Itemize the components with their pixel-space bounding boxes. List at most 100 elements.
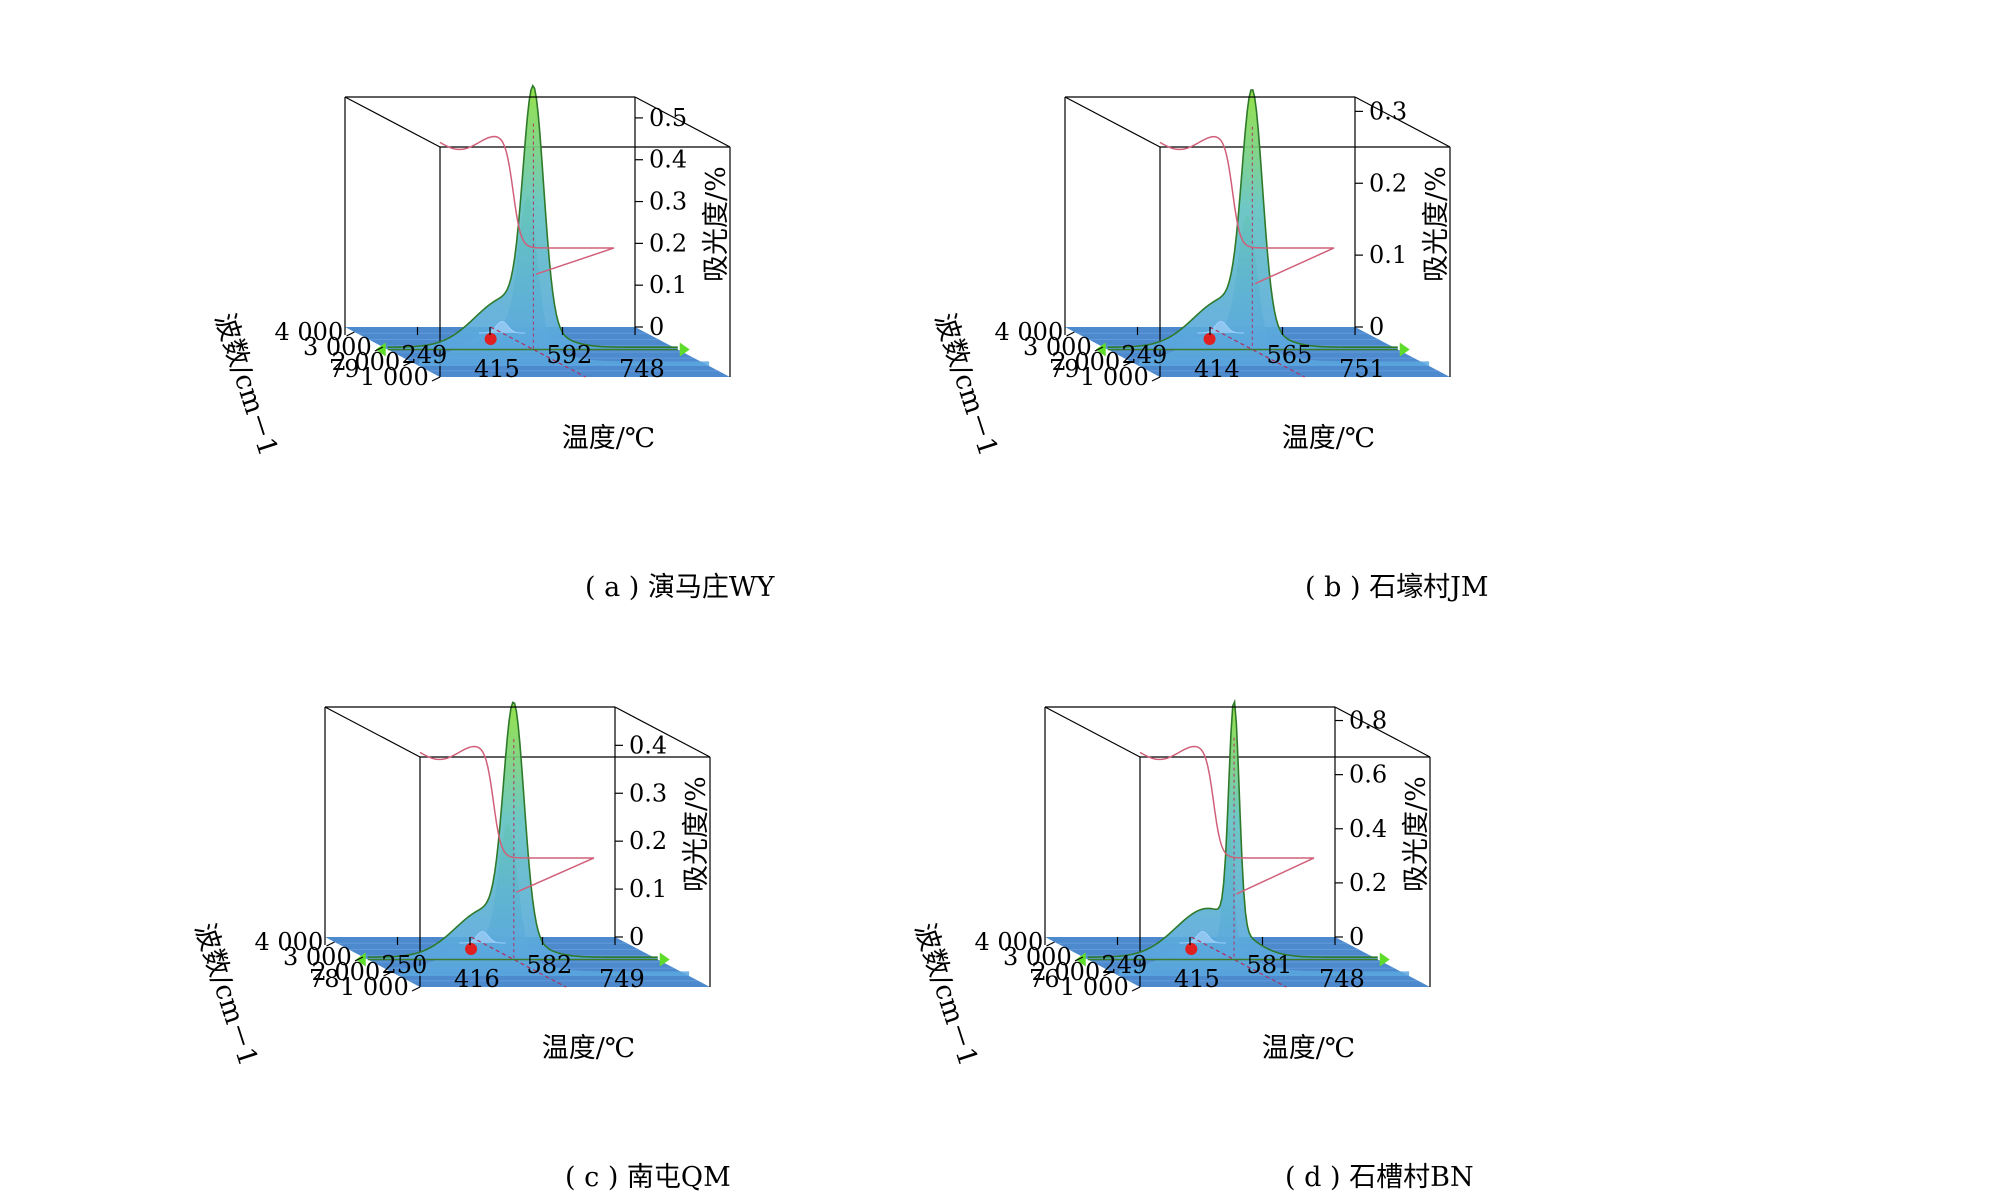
chart-a-y-tick-label: 3 000 [303, 333, 372, 361]
chart-a-tg-curve [439, 135, 615, 275]
chart-a-marker-right [679, 342, 690, 357]
chart-b-x-tick-label: 414 [1194, 355, 1240, 383]
chart-c-cursor-line [470, 936, 567, 988]
chart-c-y-tick-label: 4 000 [255, 928, 324, 956]
chart-d-y-tick [1046, 941, 1055, 947]
chart-c-marker-left [355, 952, 366, 967]
chart-b-marker-left [1095, 342, 1106, 357]
chart-b-y-tick-label: 4 000 [995, 318, 1064, 346]
chart-c-x-tick-label: 250 [382, 951, 428, 979]
chart-a-x-tick-label: 415 [474, 355, 520, 383]
chart-c-y-tick-label: 2 000 [312, 958, 381, 986]
chart-d-marker-left [1075, 952, 1086, 967]
chart-b-z-tick-label: 0 [1369, 313, 1384, 341]
chart-c-marker-temp [465, 943, 478, 955]
chart-d-x-tick-label: 76 [1029, 965, 1060, 993]
chart-a-x-title: 温度/℃ [562, 423, 655, 454]
chart-d-z-tick-label: 0.2 [1349, 869, 1387, 897]
chart-c-x-tick-label: 582 [527, 951, 573, 979]
chart-d-z-tick-label: 0.6 [1349, 761, 1387, 789]
chart-b-x-tick-label: 249 [1122, 341, 1168, 369]
chart-c-z-tick-label: 0.1 [629, 875, 667, 903]
chart-b-z-tick-label: 0.1 [1369, 241, 1407, 269]
chart-d-main-peak-outline [1087, 698, 1378, 958]
chart-a-z-title: 吸光度/% [701, 166, 732, 282]
chart-a-y-tick-label: 2 000 [332, 348, 401, 376]
chart-b-y-tick [1066, 331, 1075, 337]
chart-a-z-tick-label: 0.1 [649, 271, 687, 299]
chart-b-tg-curve [1159, 135, 1335, 285]
chart-c-y-tick [383, 971, 392, 977]
chart-a-x-tick-label: 592 [547, 341, 593, 369]
chart-a-y-tick [431, 376, 441, 382]
chart-a-z-tick-label: 0.3 [649, 188, 687, 216]
chart-c-z-tick-label: 0.4 [629, 731, 667, 759]
chart-a-main-peak [387, 85, 678, 350]
chart-b-x-tick-label: 79 [1049, 355, 1080, 383]
chart-a-z-tick-label: 0.4 [649, 146, 687, 174]
chart-c-z-title: 吸光度/% [681, 776, 712, 892]
chart-panel-d: 0 0.2 0.4 0.6 0.8 吸光度/% 76 249 415 581 748 温度/℃ 1 00… [908, 635, 1680, 1193]
chart-b-main-peak [1107, 89, 1398, 350]
chart-d-marker-temp [1185, 943, 1198, 955]
chart-d-x-tick-label: 748 [1319, 965, 1365, 993]
chart-b-frame-edge [1064, 96, 1161, 148]
chart-c-main-peak-outline [367, 701, 658, 958]
chart-d-x-tick-label: 415 [1174, 965, 1220, 993]
chart-d-y-tick [1131, 986, 1141, 992]
chart-d-frame-edge [1044, 706, 1141, 758]
chart-b-svg: 0 0.1 0.2 0.3 吸光度/% 79 249 414 565 751 温度/℃ 1 0002 … [928, 89, 1452, 460]
chart-b-y-tick-label: 3 000 [1023, 333, 1092, 361]
chart-b-marker-right [1399, 342, 1410, 357]
chart-b-y-tick [1123, 361, 1132, 367]
chart-a-y-tick-label: 1 000 [360, 363, 429, 391]
chart-b-y-tick-label: 1 000 [1080, 363, 1149, 391]
chart-c-frame-edge [324, 706, 421, 758]
chart-b-x-title: 温度/℃ [1282, 423, 1375, 454]
chart-d-marker-right [1379, 952, 1390, 967]
chart-d-y-tick [1103, 971, 1112, 977]
chart-c-main-peak [367, 702, 658, 960]
caption-c: ( c ) 南屯QM [565, 1162, 731, 1193]
chart-b-cursor-line [1209, 326, 1305, 378]
chart-b-z-title: 吸光度/% [1421, 166, 1452, 282]
chart-c-y-tick [326, 941, 335, 947]
chart-a-y-tick [403, 361, 412, 367]
chart-d-z-tick-label: 0.8 [1349, 707, 1387, 735]
chart-c-frame-edge [614, 706, 711, 758]
chart-b-main-peak-outline [1107, 89, 1398, 348]
chart-d-y-tick-label: 4 000 [975, 928, 1044, 956]
chart-b-front-bump [1197, 320, 1245, 334]
chart-c-z-tick-label: 0.2 [629, 827, 667, 855]
caption-b: ( b ) 石壕村JM [1305, 572, 1489, 603]
chart-a-z-tick-label: 0.2 [649, 229, 687, 257]
chart-d-main-peak [1087, 701, 1378, 960]
caption-d: ( d ) 石槽村BN [1285, 1162, 1474, 1193]
chart-b-x-tick-label: 565 [1267, 341, 1313, 369]
chart-a-z-tick-label: 0 [649, 313, 664, 341]
chart-d-x-title: 温度/℃ [1262, 1033, 1355, 1064]
chart-b-marker-temp [1203, 333, 1216, 345]
chart-a-frame-edge [634, 96, 731, 148]
chart-c-z-tick-label: 0.3 [629, 779, 667, 807]
chart-a-front-bump [478, 320, 526, 334]
chart-b-z-tick-label: 0.2 [1369, 169, 1407, 197]
chart-a-frame-edge [344, 96, 441, 148]
chart-d-y-tick-label: 3 000 [1003, 943, 1072, 971]
chart-a-marker-left [375, 342, 386, 357]
chart-c-marker-right [659, 952, 670, 967]
chart-a-y-title: 波数/cm－1 [208, 310, 283, 460]
chart-c-y-tick [354, 956, 364, 962]
chart-c-front-bump [459, 930, 506, 944]
chart-c-x-tick-label: 78 [309, 965, 340, 993]
chart-d-z-tick-label: 0 [1349, 923, 1364, 951]
chart-b-y-tick-label: 2 000 [1052, 348, 1121, 376]
chart-a-z-tick-label: 0.5 [649, 104, 687, 132]
chart-b-y-tick [1094, 346, 1104, 352]
chart-a-marker-temp [484, 333, 497, 345]
chart-c-svg: 0 0.1 0.2 0.3 0.4 吸光度/% 78 250 416 582 749 温度/℃ 1 00… [188, 701, 712, 1070]
chart-a-x-tick-label: 249 [402, 341, 448, 369]
chart-c-tg-curve [419, 745, 595, 893]
chart-b-y-tick [1151, 376, 1161, 382]
chart-a-x-tick-label: 748 [619, 355, 665, 383]
